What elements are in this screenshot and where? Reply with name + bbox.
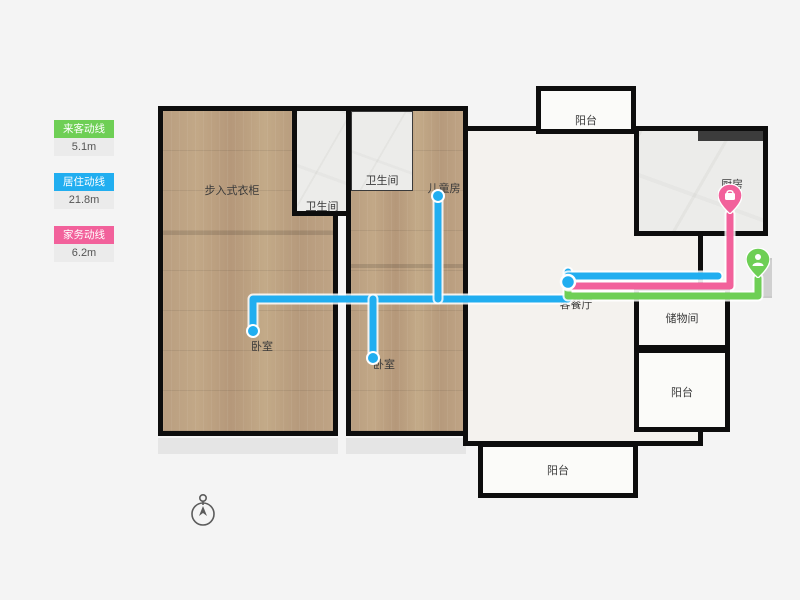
legend-label-guest: 来客动线 — [54, 120, 114, 138]
canvas: 来客动线 5.1m 居住动线 21.8m 家务动线 6.2m 步入式衣柜 卧室 … — [0, 0, 800, 600]
label-bedroom1: 卧室 — [251, 338, 273, 354]
legend-value-living: 21.8m — [54, 191, 114, 209]
label-balcony-right: 阳台 — [671, 384, 693, 400]
divider — [351, 264, 463, 268]
shadow — [346, 438, 466, 454]
guest-marker-icon — [746, 248, 770, 278]
label-storage: 储物间 — [666, 310, 699, 326]
window-mark — [758, 296, 772, 298]
legend-label-living: 居住动线 — [54, 173, 114, 191]
legend-label-chores: 家务动线 — [54, 226, 114, 244]
compass-icon — [188, 490, 218, 528]
label-living: 客餐厅 — [560, 296, 593, 312]
shadow — [158, 438, 338, 454]
divider — [163, 231, 333, 235]
floor-plan: 步入式衣柜 卧室 卫生间 卫生间 儿童房 卧室 阳台 厨房 厨房 客餐厅 — [158, 86, 768, 466]
legend-item-chores: 家务动线 6.2m — [54, 226, 114, 262]
label-walk-in-closet: 步入式衣柜 — [205, 182, 260, 198]
legend-item-guest: 来客动线 5.1m — [54, 120, 114, 156]
legend-value-guest: 5.1m — [54, 138, 114, 156]
legend-item-living: 居住动线 21.8m — [54, 173, 114, 209]
label-bedroom2: 卧室 — [373, 356, 395, 372]
label-bath1: 卫生间 — [306, 198, 339, 214]
label-balcony-top: 阳台 — [575, 112, 597, 128]
legend-value-chores: 6.2m — [54, 244, 114, 262]
chores-marker-icon — [718, 184, 742, 214]
legend: 来客动线 5.1m 居住动线 21.8m 家务动线 6.2m — [54, 120, 114, 279]
label-balcony-bottom: 阳台 — [547, 462, 569, 478]
room-kitchen — [634, 126, 768, 236]
label-kids: 儿童房 — [428, 180, 461, 196]
kitchen-counter — [698, 131, 763, 141]
label-bath2: 卫生间 — [366, 172, 399, 188]
